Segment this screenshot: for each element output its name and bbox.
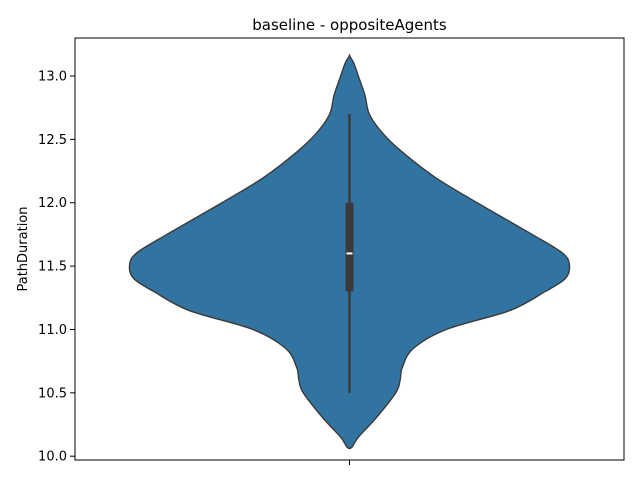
y-tick-label: 13.0 [38, 70, 67, 85]
y-tick-label: 10.5 [38, 386, 67, 401]
iqr-box [345, 202, 354, 292]
y-axis: 10.0 10.5 11.0 11.5 12.0 12.5 13.0 [38, 70, 75, 465]
y-tick-label: 11.5 [38, 260, 67, 275]
y-tick-label: 11.0 [38, 323, 67, 338]
plot-area [128, 54, 571, 450]
y-tick-label: 12.5 [38, 133, 67, 148]
y-axis-label: PathDuration [16, 206, 31, 291]
chart-title: baseline - oppositeAgents [252, 16, 447, 34]
y-tick-label: 10.0 [38, 450, 67, 465]
y-tick-label: 12.0 [38, 196, 67, 211]
